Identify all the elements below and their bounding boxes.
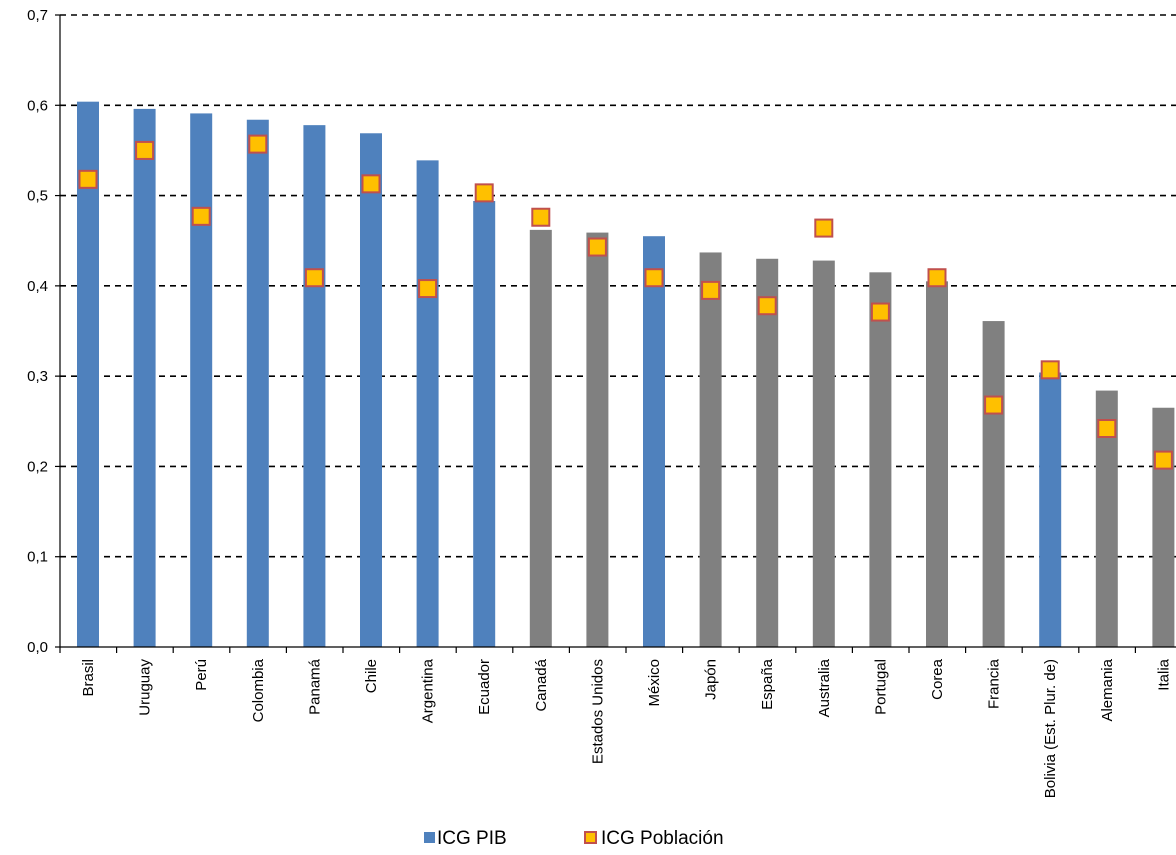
marker-panama: [304, 268, 324, 288]
legend-swatch-icg-poblacion: [584, 831, 597, 844]
category-label-italia: Italia: [1155, 658, 1172, 690]
bar-japon: [699, 252, 722, 648]
bar-panama: [303, 125, 326, 648]
bar-colombia: [246, 119, 269, 647]
category-label-canada: Canadá: [533, 658, 550, 711]
category-label-corea: Corea: [929, 658, 946, 700]
category-label-chile: Chile: [363, 659, 380, 693]
category-label-argentina: Argentina: [420, 658, 437, 723]
marker-australia: [814, 218, 834, 238]
bar-argentina: [416, 160, 439, 648]
marker-francia: [984, 395, 1004, 415]
bar-chile: [360, 133, 382, 647]
legend-label-icg-poblacion: ICG Población: [601, 828, 724, 849]
category-label-mexico: México: [646, 659, 663, 707]
category-label-estados-unidos: Estados Unidos: [589, 659, 606, 764]
marker-brasil: [78, 169, 98, 189]
marker-alemania: [1097, 419, 1117, 439]
bar-alemania: [1095, 390, 1118, 647]
bar-italia: [1152, 407, 1175, 647]
bar-corea: [926, 281, 948, 647]
category-label-peru: Perú: [193, 659, 210, 691]
marker-peru: [191, 206, 211, 226]
bar-canada: [529, 229, 552, 647]
category-label-bolivia-est-plur-de: Bolivia (Est. Plur. de): [1042, 659, 1059, 798]
bar-bolivia-est-plur-de: [1039, 372, 1062, 647]
bar-uruguay: [133, 108, 156, 647]
marker-mexico: [644, 268, 664, 288]
marker-espana: [757, 296, 777, 316]
marker-japon: [701, 280, 721, 300]
bar-estados-unidos: [586, 232, 609, 648]
markers: [78, 134, 1173, 470]
marker-argentina: [418, 279, 438, 299]
marker-ecuador: [474, 183, 494, 203]
bar-mexico: [643, 236, 665, 647]
bar-espana: [756, 258, 779, 647]
y-tick-label: 0,5: [27, 188, 48, 205]
bar-australia: [812, 260, 835, 647]
category-label-portugal: Portugal: [872, 659, 889, 715]
y-tick-label: 0,6: [27, 97, 48, 114]
y-tick-label: 0,7: [27, 7, 48, 24]
marker-canada: [531, 207, 551, 227]
category-label-ecuador: Ecuador: [476, 659, 493, 715]
legend: ICG PIB ICG Población: [424, 828, 724, 849]
grid-lines: [60, 14, 1176, 558]
y-tick-label: 0,1: [27, 549, 48, 566]
legend-swatch-icg-pib: [424, 832, 435, 843]
category-label-panama: Panamá: [306, 658, 323, 715]
y-tick-label: 0,4: [27, 278, 48, 295]
y-tick-labels: 0,0 0,1 0,2 0,3 0,4 0,5 0,6 0,7: [27, 7, 48, 656]
x-category-labels: Brasil Uruguay Perú Colombia Panamá Chile Arge…: [80, 658, 1172, 798]
marker-uruguay: [135, 140, 155, 160]
category-label-espana: España: [759, 658, 776, 710]
bar-francia: [982, 321, 1005, 647]
marker-portugal: [870, 302, 890, 322]
bar-brasil: [77, 101, 99, 647]
axes: [55, 14, 1176, 653]
category-label-brasil: Brasil: [80, 659, 97, 697]
category-label-francia: Francia: [986, 658, 1003, 709]
legend-label-icg-pib: ICG PIB: [437, 828, 507, 849]
category-label-japon: Japón: [703, 659, 720, 700]
marker-chile: [361, 174, 381, 194]
category-label-uruguay: Uruguay: [137, 659, 154, 716]
y-tick-label: 0,3: [27, 368, 48, 385]
category-label-colombia: Colombia: [250, 658, 267, 722]
bar-ecuador: [473, 200, 496, 647]
category-label-alemania: Alemania: [1099, 658, 1116, 721]
marker-estados-unidos: [587, 237, 607, 257]
marker-colombia: [248, 134, 268, 154]
bar-portugal: [869, 272, 892, 647]
y-tick-label: 0,0: [27, 639, 48, 656]
marker-italia: [1153, 450, 1173, 470]
bars: [77, 101, 1175, 648]
marker-corea: [927, 268, 947, 288]
category-label-australia: Australia: [816, 658, 833, 717]
bar-peru: [190, 113, 213, 647]
marker-bolivia-est-plur-de: [1040, 360, 1060, 380]
y-tick-label: 0,2: [27, 458, 48, 475]
